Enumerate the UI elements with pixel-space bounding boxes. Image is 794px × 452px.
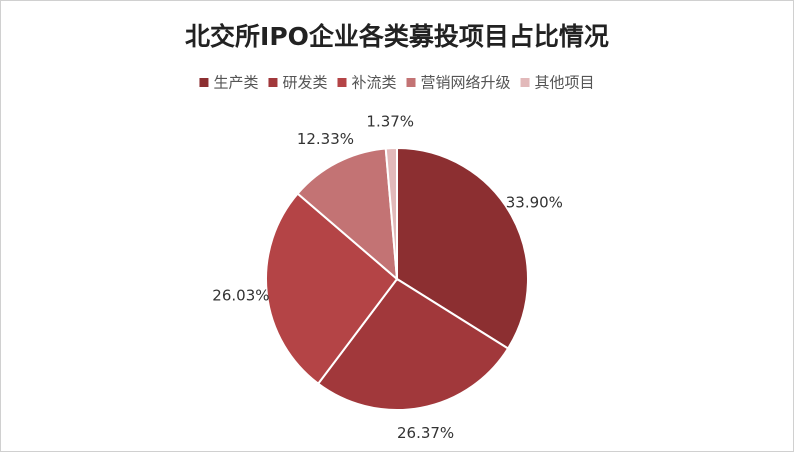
legend-swatch xyxy=(268,78,278,87)
data-label: 12.33% xyxy=(297,130,354,148)
pie-slice xyxy=(296,147,399,282)
legend-swatch xyxy=(199,78,209,87)
chart-title: 北交所IPO企业各类募投项目占比情况 xyxy=(185,22,609,51)
pie-slice xyxy=(316,277,510,411)
data-label: 26.03% xyxy=(212,286,269,304)
data-label: 26.37% xyxy=(397,424,454,442)
data-label: 1.37% xyxy=(366,113,414,131)
legend-label: 营销网络升级 xyxy=(421,74,511,92)
data-label: 33.90% xyxy=(506,193,563,211)
legend-swatch xyxy=(406,78,416,87)
legend-label: 研发类 xyxy=(282,74,327,92)
pie-slice xyxy=(384,146,398,280)
legend-swatch xyxy=(520,78,530,87)
pie-slice xyxy=(265,192,399,386)
legend-label: 生产类 xyxy=(213,74,258,92)
legend-label: 补流类 xyxy=(351,74,396,92)
legend-label: 其他项目 xyxy=(535,74,595,92)
legend: 生产类 研发类 补流类 营销网络升级 其他项目 xyxy=(199,74,595,92)
legend-swatch xyxy=(337,78,347,87)
